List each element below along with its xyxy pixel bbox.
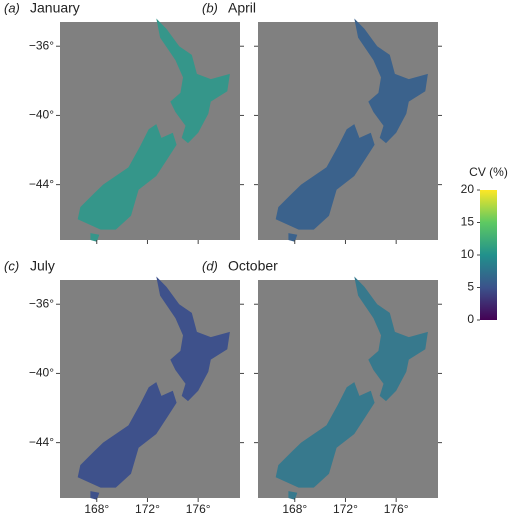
x-tick-label: 168° [282, 502, 307, 516]
colorbar-title: CV (%) [469, 165, 508, 179]
panel-title: January [30, 0, 80, 16]
y-tick-label: −44° [29, 435, 54, 449]
colorbar-tick-label: 0 [467, 312, 474, 326]
panel-title: October [228, 258, 278, 274]
x-tick-label: 172° [135, 502, 160, 516]
y-tick-label: −44° [29, 177, 54, 191]
panel-label: (c) [4, 258, 19, 273]
x-tick-label: 168° [84, 502, 109, 516]
x-tick-label: 176° [186, 502, 211, 516]
land [90, 233, 100, 242]
land [90, 491, 100, 500]
land [288, 491, 298, 500]
x-tick-label: 176° [384, 502, 409, 516]
y-tick-label: −40° [29, 108, 54, 122]
land [77, 124, 177, 230]
panel-label: (a) [4, 0, 20, 15]
colorbar [480, 190, 497, 320]
y-tick-label: −40° [29, 366, 54, 380]
land [275, 124, 375, 230]
land [156, 18, 230, 144]
y-tick-label: −36° [29, 296, 54, 310]
land [275, 382, 375, 488]
x-tick-label: 172° [333, 502, 358, 516]
land [77, 382, 177, 488]
land [354, 18, 428, 144]
colorbar-tick-label: 10 [461, 247, 475, 261]
colorbar-tick-label: 20 [461, 182, 475, 196]
panel-title: April [228, 0, 256, 16]
land [156, 276, 230, 402]
land [288, 233, 298, 242]
panel-label: (d) [202, 258, 218, 273]
land [354, 276, 428, 402]
panel-label: (b) [202, 0, 218, 15]
panel-title: July [30, 258, 55, 274]
y-tick-label: −36° [29, 38, 54, 52]
colorbar-tick-label: 5 [467, 280, 474, 294]
colorbar-tick-label: 15 [461, 215, 475, 229]
